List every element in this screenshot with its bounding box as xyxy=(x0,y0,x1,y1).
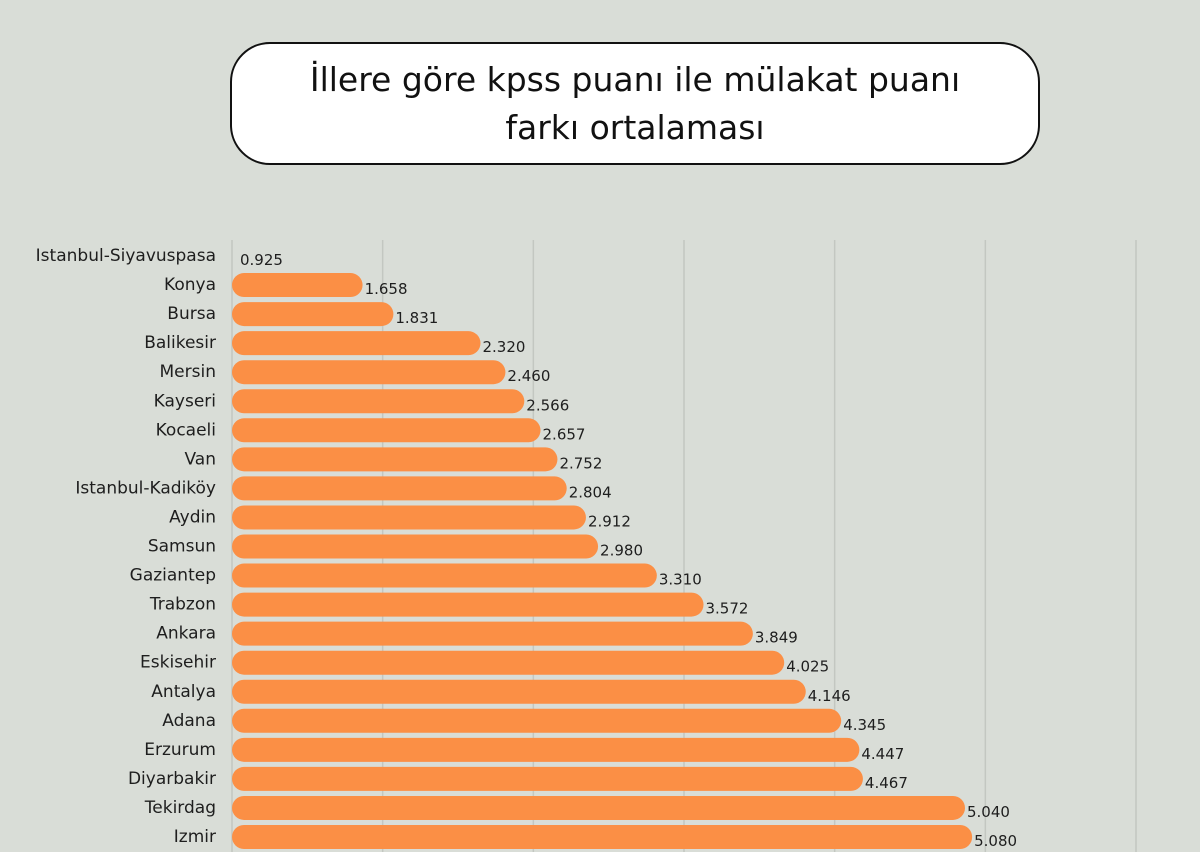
value-label: 1.658 xyxy=(365,280,408,298)
bar xyxy=(232,302,394,327)
bar xyxy=(232,331,481,356)
category-label: Erzurum xyxy=(144,740,216,760)
category-label: Antalya xyxy=(151,682,216,702)
category-label: Gaziantep xyxy=(130,566,216,586)
value-label: 0.925 xyxy=(240,251,283,269)
value-label: 4.467 xyxy=(865,774,908,792)
category-label: Balikesir xyxy=(144,333,216,353)
value-label: 3.572 xyxy=(706,600,749,618)
value-label: 2.752 xyxy=(559,454,602,472)
chart-title-box: İllere göre kpss puanı ile mülakat puanı… xyxy=(230,42,1040,165)
category-label: Trabzon xyxy=(149,595,216,615)
category-label: Kocaeli xyxy=(156,420,216,440)
value-label: 2.566 xyxy=(526,396,569,414)
category-labels: Istanbul-Siyavuspasa Konya Bursa Balikesir M… xyxy=(36,246,216,847)
bar xyxy=(232,360,506,385)
bar xyxy=(232,825,973,849)
bar xyxy=(232,708,842,733)
value-label: 2.804 xyxy=(569,483,612,501)
value-label: 2.912 xyxy=(588,512,631,530)
bar xyxy=(232,679,806,704)
category-label: Samsun xyxy=(148,537,216,557)
category-label: Eskisehir xyxy=(140,653,216,673)
bar xyxy=(232,650,785,675)
category-label: Kayseri xyxy=(154,391,216,411)
category-label: Istanbul-Siyavuspasa xyxy=(36,246,216,266)
bar xyxy=(232,795,965,820)
category-label: Tekirdag xyxy=(144,798,216,818)
category-label: Izmir xyxy=(174,827,216,847)
value-label: 2.980 xyxy=(600,542,643,560)
value-label: 2.320 xyxy=(482,338,525,356)
bar xyxy=(232,534,599,559)
bar xyxy=(232,418,541,443)
category-label: Bursa xyxy=(167,304,216,324)
bar xyxy=(232,766,863,791)
bar xyxy=(232,592,704,617)
category-label: Diyarbakir xyxy=(128,769,216,789)
bar xyxy=(232,505,586,530)
bars xyxy=(232,273,973,849)
value-label: 3.849 xyxy=(755,629,798,647)
chart-title: İllere göre kpss puanı ile mülakat puanı… xyxy=(309,59,961,147)
value-label: 5.080 xyxy=(974,832,1017,850)
category-label: Konya xyxy=(164,275,216,295)
value-label: 2.657 xyxy=(543,425,586,443)
category-label: Ankara xyxy=(156,624,216,644)
value-label: 4.345 xyxy=(843,716,886,734)
value-label: 4.447 xyxy=(861,745,904,763)
category-label: Aydin xyxy=(169,507,216,527)
value-label: 4.146 xyxy=(808,687,851,705)
category-label: Adana xyxy=(162,711,216,731)
bar xyxy=(232,447,558,472)
value-label: 4.025 xyxy=(786,658,829,676)
value-label: 3.310 xyxy=(659,571,702,589)
bar xyxy=(232,273,363,298)
bar xyxy=(232,389,525,414)
value-label: 1.831 xyxy=(395,309,438,327)
bar xyxy=(232,737,860,762)
bar xyxy=(232,476,567,501)
bar xyxy=(232,563,657,588)
bar xyxy=(232,621,753,646)
value-labels: 0.925 1.658 1.831 2.320 2.460 2.566 2.657 2.752… xyxy=(240,251,1017,850)
category-label: Van xyxy=(184,449,216,469)
value-label: 5.040 xyxy=(967,803,1010,821)
value-label: 2.460 xyxy=(507,367,550,385)
category-label: Mersin xyxy=(160,362,216,382)
category-label: Istanbul-Kadiköy xyxy=(75,478,216,498)
